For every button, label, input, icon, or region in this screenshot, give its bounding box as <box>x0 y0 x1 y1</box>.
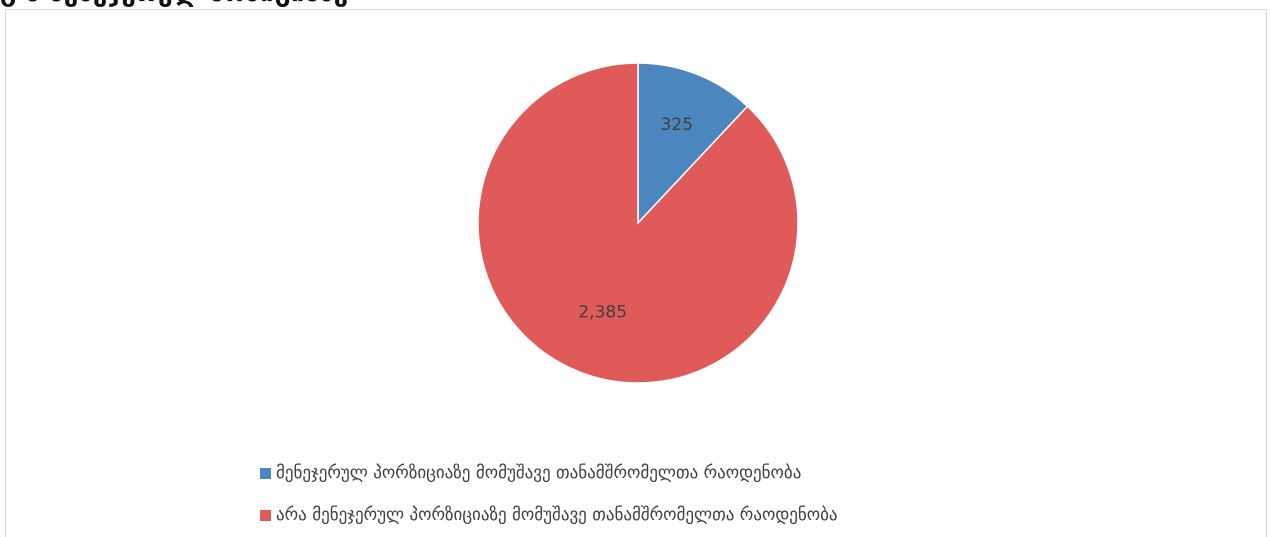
pie-label-managerial: 325 <box>661 115 693 135</box>
legend-item-managerial: მენეჯერულ პორზიციაზე მომუშავე თანამშრომე… <box>260 459 1160 487</box>
pie-label-non-managerial: 2,385 <box>578 302 627 322</box>
legend: მენეჯერულ პორზიციაზე მომუშავე თანამშრომე… <box>260 459 1160 537</box>
legend-swatch-managerial <box>260 467 271 479</box>
pie-slice-non-managerial <box>477 62 799 384</box>
legend-swatch-non-managerial <box>260 509 271 521</box>
pie-slice-managerial <box>637 62 749 225</box>
chart-frame: 325 2,385 მენეჯერულ პორზიციაზე მომუშავე თ… <box>5 9 1267 537</box>
pie-chart: 325 2,385 <box>477 62 799 384</box>
cutoff-heading: გ მ მენეჯერულ პოზიციაზე <box>0 0 460 8</box>
legend-label-managerial: მენეჯერულ პორზიციაზე მომუშავე თანამშრომე… <box>276 463 802 483</box>
legend-item-non-managerial: არა მენეჯერულ პორზიციაზე მომუშავე თანამშ… <box>260 501 1160 529</box>
legend-label-non-managerial: არა მენეჯერულ პორზიციაზე მომუშავე თანამშ… <box>276 505 838 525</box>
